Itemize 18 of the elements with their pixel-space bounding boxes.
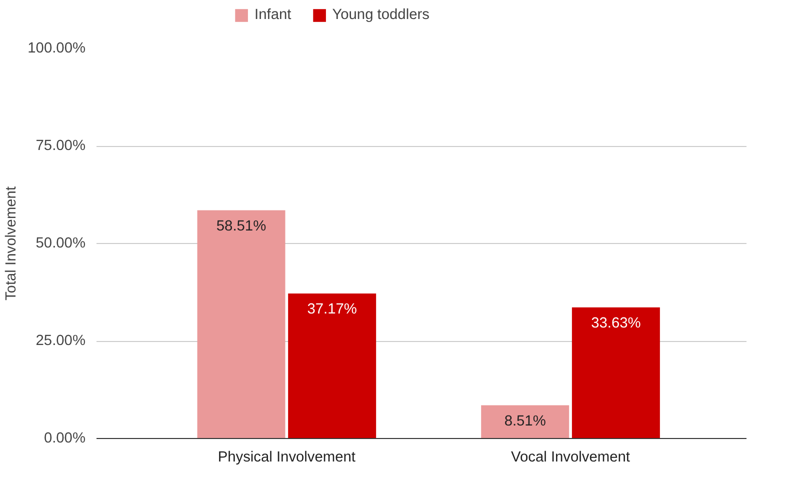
bar [572,307,660,438]
bar [481,405,570,438]
legend-label: Infant [254,7,292,23]
y-tick-label: 25.00% [36,333,86,349]
data-label: 37.17% [307,302,357,318]
y-tick-label: 50.00% [36,236,86,252]
y-tick-label: 75.00% [36,138,86,154]
y-tick-label: 100.00% [28,40,86,56]
bar [197,210,286,438]
data-label: 33.63% [591,315,641,332]
data-label: 8.51% [504,413,546,430]
x-tick-label: Physical Involvement [218,450,356,466]
y-tick-label: 0.00% [44,430,86,446]
bar [288,294,376,438]
x-tick-label: Vocal Involvement [511,450,630,466]
y-axis-title: Total Involvement [4,186,20,301]
legend-label: Young toddlers [332,7,430,23]
data-label: 58.51% [216,218,266,234]
